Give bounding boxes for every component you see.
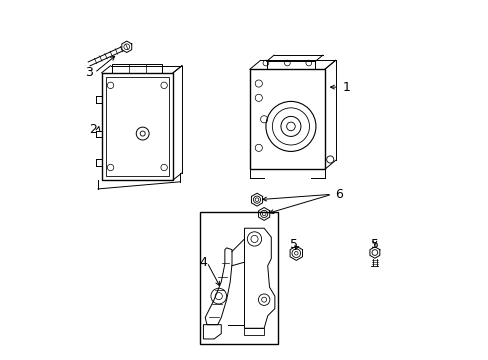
Text: 4: 4	[200, 256, 207, 269]
Bar	[249, 69, 324, 169]
Text: 2: 2	[89, 123, 97, 136]
Bar	[106, 77, 168, 176]
Bar	[266, 62, 315, 69]
Text: 1: 1	[342, 81, 350, 94]
Text: 5: 5	[370, 238, 378, 251]
Bar	[102, 73, 173, 180]
Bar	[200, 212, 278, 344]
Text: 3: 3	[85, 66, 93, 79]
Text: 5: 5	[290, 238, 298, 251]
Bar	[244, 328, 264, 336]
Bar	[112, 64, 162, 73]
Text: 6: 6	[335, 188, 343, 201]
